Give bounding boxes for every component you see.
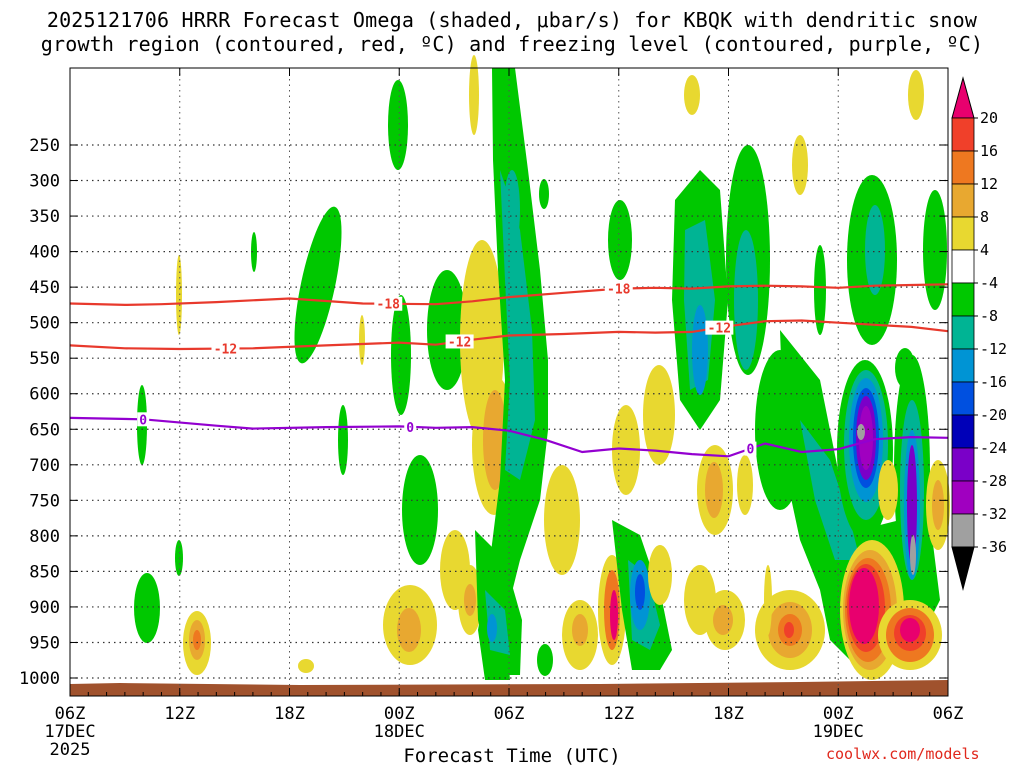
colorbar-bottom-arrow	[951, 546, 975, 591]
colorbar-swatch	[951, 183, 975, 218]
y-tick-label: 650	[29, 420, 60, 440]
x-tick-label: 06Z	[494, 704, 525, 724]
colorbar-label: 20	[980, 109, 998, 127]
y-tick-label: 900	[29, 598, 60, 618]
isotherm-label-bg	[744, 441, 757, 456]
x-tick-label: 06Z	[55, 704, 86, 724]
colorbar-swatch	[951, 315, 975, 350]
y-tick-label: 850	[29, 562, 60, 582]
colorbar-swatch	[951, 249, 975, 284]
isotherm-label-bg	[604, 281, 633, 296]
y-tick-label: 700	[29, 456, 60, 476]
isotherm-label: 0	[406, 421, 414, 436]
omega-shading	[134, 55, 950, 680]
y-tick-label: 800	[29, 527, 60, 547]
y-tick-label: 950	[29, 633, 60, 653]
x-tick-date: 17DEC	[44, 722, 95, 742]
x-tick-label: 00Z	[384, 704, 415, 724]
isotherm-label-bg	[374, 296, 403, 311]
y-tick-label: 300	[29, 172, 60, 192]
title-line-1: 2025121706 HRRR Forecast Omega (shaded, …	[46, 8, 978, 32]
y-tick-label: 500	[29, 314, 60, 334]
colorbar-swatch	[951, 513, 975, 548]
y-tick-label: 750	[29, 491, 60, 511]
y-tick-label: 1000	[19, 669, 60, 689]
y-tick-label: 250	[29, 136, 60, 156]
isotherm-line	[69, 416, 949, 458]
isotherm-label-bg	[705, 320, 734, 335]
colorbar-swatch	[951, 348, 975, 383]
x-tick-date: 18DEC	[374, 722, 425, 742]
colorbar-label: -32	[980, 505, 1007, 523]
colorbar-swatch	[951, 282, 975, 317]
colorbar-swatch	[951, 381, 975, 416]
y-tick-label: 350	[29, 207, 60, 227]
isotherm-label: -12	[448, 335, 471, 350]
colorbar-label: -4	[980, 274, 998, 292]
isotherm-label: -18	[607, 283, 631, 298]
chart-title: 2025121706 HRRR Forecast Omega (shaded, …	[0, 8, 1024, 56]
colorbar-label: -36	[980, 538, 1007, 556]
isotherm-label: 0	[139, 413, 147, 428]
y-axis: 250 300 350 400 450 500 550 600 650 700 750 800 850 9…	[19, 136, 948, 689]
title-line-2: growth region (contoured, red, ºC) and f…	[40, 32, 984, 56]
plot-frame	[69, 67, 949, 697]
isotherm-label-bg	[404, 419, 417, 434]
x-tick-label: 06Z	[933, 704, 964, 724]
colorbar-label: -28	[980, 472, 1007, 490]
x-tick-label: 12Z	[164, 704, 195, 724]
colorbar: 20 16 12 8 4 -4 -8 -12 -16 -20 -24 -28 -32 -36	[951, 76, 1007, 591]
x-tick-year: 2025	[50, 740, 91, 760]
x-tick-label: 00Z	[823, 704, 854, 724]
isotherm-label-bg	[137, 412, 150, 427]
isotherm-line	[69, 319, 949, 351]
isotherm-label: -18	[377, 298, 401, 313]
colorbar-swatch	[951, 216, 975, 251]
colorbar-label: -20	[980, 406, 1007, 424]
colorbar-swatch	[951, 117, 975, 152]
isotherm-lines: -18 -18 -12 -12 -12 0 0 0	[69, 281, 949, 458]
colorbar-swatch	[951, 480, 975, 515]
colorbar-label: -24	[980, 439, 1007, 457]
y-tick-label: 600	[29, 385, 60, 405]
x-tick-label: 12Z	[603, 704, 634, 724]
colorbar-swatch	[951, 150, 975, 185]
colorbar-label: 12	[980, 175, 998, 193]
isotherm-label: -12	[214, 343, 237, 358]
colorbar-swatch	[951, 414, 975, 449]
colorbar-label: -8	[980, 307, 998, 325]
colorbar-label: 16	[980, 142, 998, 160]
isotherm-label-bg	[445, 334, 474, 349]
colorbar-swatch	[951, 447, 975, 482]
colorbar-label: 4	[980, 241, 989, 259]
y-tick-label: 550	[29, 349, 60, 369]
isotherm-label: 0	[747, 443, 755, 458]
y-tick-label: 450	[29, 278, 60, 298]
colorbar-top-arrow	[951, 76, 975, 119]
x-tick-label: 18Z	[713, 704, 744, 724]
x-tick-label: 18Z	[274, 704, 305, 724]
y-tick-label: 400	[29, 243, 60, 263]
colorbar-label: -16	[980, 373, 1007, 391]
site-credit: coolwx.com/models	[826, 745, 980, 763]
isotherm-line	[69, 283, 949, 307]
isotherm-label: -12	[708, 322, 731, 337]
colorbar-label: 8	[980, 208, 989, 226]
colorbar-label: -12	[980, 340, 1007, 358]
isotherm-label-bg	[211, 341, 240, 356]
x-tick-date: 19DEC	[813, 722, 864, 742]
